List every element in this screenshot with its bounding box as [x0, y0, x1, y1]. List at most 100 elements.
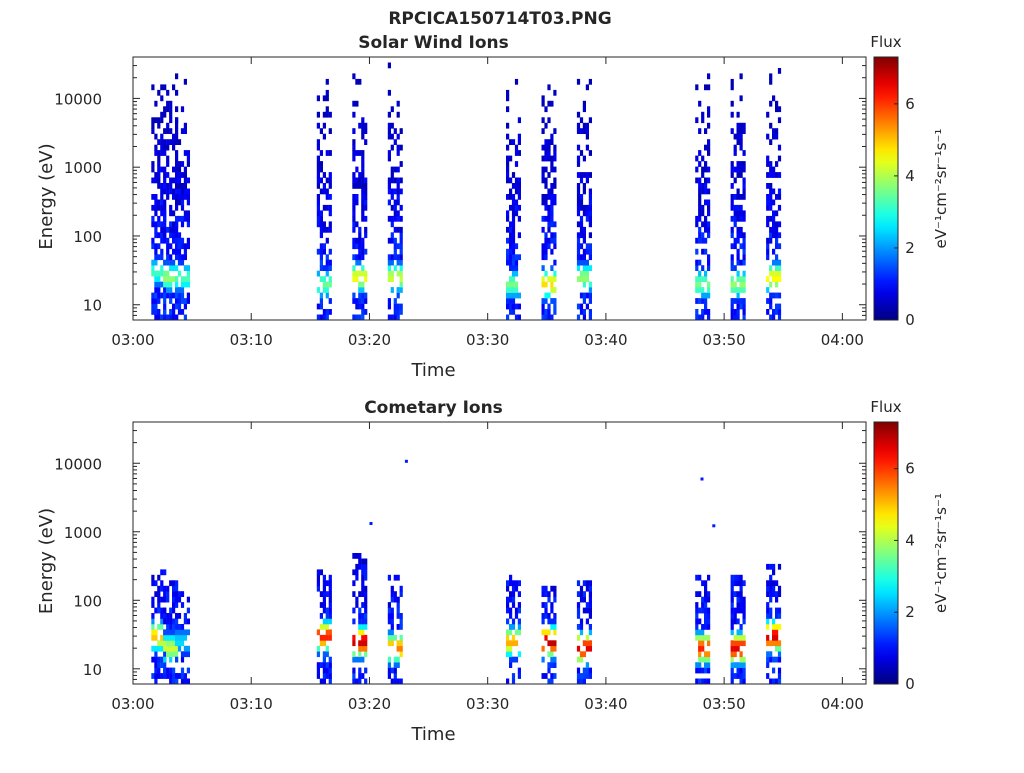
- heatmap-cell: [399, 144, 403, 151]
- heatmap-cell: [157, 243, 161, 250]
- heatmap-cell: [544, 204, 548, 211]
- heatmap-cell: [582, 265, 586, 271]
- heatmap-cell: [163, 84, 167, 91]
- heatmap-cell: [514, 183, 519, 189]
- heatmap-cell: [169, 226, 173, 233]
- heatmap-cell: [399, 309, 403, 315]
- heatmap-cell: [322, 276, 326, 282]
- heatmap-cell: [509, 177, 513, 184]
- heatmap-cell: [506, 106, 510, 113]
- heatmap-cell: [766, 111, 770, 118]
- heatmap-cell: [387, 618, 391, 625]
- heatmap-cell: [177, 270, 182, 277]
- heatmap-cell: [396, 624, 400, 630]
- heatmap-cell: [322, 602, 326, 608]
- heatmap-cell: [588, 673, 592, 679]
- heatmap-cell: [390, 585, 394, 592]
- heatmap-cell: [172, 673, 176, 679]
- heatmap-cell: [576, 161, 581, 167]
- heatmap-cell: [769, 183, 773, 189]
- heatmap-cell: [769, 194, 773, 200]
- heatmap-cell: [175, 651, 179, 658]
- heatmap-cell: [550, 204, 554, 211]
- heatmap-cell: [742, 232, 746, 239]
- heatmap-cell: [550, 166, 554, 173]
- heatmap-cell: [704, 215, 708, 222]
- heatmap-cell: [742, 210, 746, 217]
- heatmap-cell: [319, 314, 323, 321]
- heatmap-cell: [177, 640, 182, 647]
- heatmap-cell: [352, 221, 356, 228]
- heatmap-cell: [172, 139, 176, 145]
- heatmap-cell: [322, 248, 326, 255]
- heatmap-cell: [582, 183, 586, 189]
- heatmap-cell: [319, 232, 323, 239]
- heatmap-cell: [701, 309, 705, 315]
- heatmap-cell: [177, 292, 182, 299]
- heatmap-cell: [775, 640, 779, 647]
- heatmap-cell: [707, 667, 711, 674]
- heatmap-cell: [585, 607, 589, 614]
- heatmap-cell: [707, 281, 711, 288]
- heatmap-cell: [172, 248, 176, 255]
- heatmap-cell: [736, 259, 740, 266]
- heatmap-cell: [358, 122, 362, 129]
- heatmap-cell: [169, 629, 173, 636]
- heatmap-cell: [387, 303, 391, 310]
- heatmap-cell: [322, 95, 326, 102]
- heatmap-cell: [582, 100, 586, 107]
- heatmap-cell: [157, 574, 161, 581]
- heatmap-cell: [154, 580, 158, 587]
- heatmap-cell: [541, 673, 545, 679]
- heatmap-cell: [322, 314, 326, 321]
- x-tick-label: 04:00: [821, 331, 864, 349]
- heatmap-cell: [328, 259, 332, 266]
- heatmap-cell: [506, 281, 510, 288]
- heatmap-cell: [322, 172, 326, 178]
- heatmap-cell: [585, 172, 589, 178]
- heatmap-cell: [177, 613, 182, 619]
- heatmap-cell: [585, 122, 589, 129]
- heatmap-cell: [739, 276, 743, 282]
- heatmap-cell: [514, 580, 519, 587]
- heatmap-cell: [514, 314, 519, 321]
- heatmap-cell: [736, 667, 740, 674]
- heatmap-cell: [777, 221, 782, 228]
- heatmap-cell: [766, 563, 770, 570]
- heatmap-cell: [704, 678, 708, 685]
- heatmap-cell: [157, 89, 161, 96]
- heatmap-cell: [506, 166, 510, 173]
- heatmap-cell: [730, 265, 734, 271]
- heatmap-cell: [576, 265, 581, 271]
- y-axis-label: Energy (eV): [36, 143, 57, 249]
- heatmap-cell: [769, 303, 773, 310]
- heatmap-cell: [169, 221, 173, 228]
- heatmap-cell: [550, 662, 554, 668]
- heatmap-cell: [325, 259, 329, 266]
- heatmap-cell: [175, 183, 179, 189]
- heatmap-cell: [387, 314, 391, 321]
- heatmap-cell: [390, 194, 394, 200]
- heatmap-cell: [576, 667, 581, 674]
- heatmap-cell: [355, 183, 359, 189]
- heatmap-cell: [736, 172, 740, 178]
- heatmap-cell: [177, 194, 182, 200]
- heatmap-cell: [707, 613, 711, 619]
- heatmap-cell: [704, 270, 708, 277]
- colorbar-tick-label: 0: [905, 311, 915, 329]
- heatmap-cell: [511, 172, 516, 178]
- heatmap-cell: [517, 150, 521, 156]
- heatmap-cell: [390, 618, 394, 625]
- heatmap-cell: [163, 634, 167, 641]
- heatmap-cell: [766, 183, 770, 189]
- heatmap-cell: [695, 155, 699, 162]
- heatmap-cell: [396, 292, 400, 299]
- heatmap-cell: [160, 133, 164, 140]
- heatmap-cell: [160, 613, 164, 619]
- x-tick-label: 03:40: [584, 331, 627, 349]
- heatmap-cell: [544, 199, 548, 206]
- heatmap-cell: [186, 177, 190, 184]
- heatmap-cell: [506, 172, 510, 178]
- heatmap-cell: [352, 276, 356, 282]
- heatmap-cell: [160, 656, 164, 663]
